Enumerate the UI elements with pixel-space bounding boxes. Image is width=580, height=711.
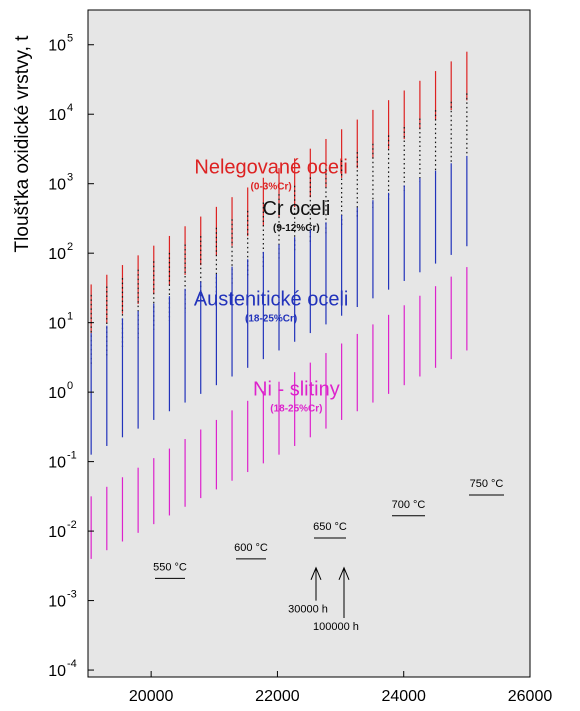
series-layer: Nelegované oceli (0-3%Cr) Cr oceli (9-12%Cr… (90, 51, 468, 559)
x-tick: 20000 (129, 671, 174, 705)
y-tick: 10 4 (48, 102, 94, 124)
arrow-head (310, 566, 322, 581)
y-tick: 10 -1 (48, 450, 94, 472)
x-tick: 22000 (255, 671, 300, 705)
y-tick: 10 5 (48, 33, 94, 55)
y-tick: 10 3 (48, 172, 94, 194)
temp-marker: 750 °C (469, 478, 504, 496)
y-tick: 10 -2 (48, 519, 94, 541)
temp-marker-label: 700 °C (392, 499, 426, 511)
arrow-head (338, 566, 350, 581)
temp-marker: 700 °C (392, 499, 426, 517)
temp-marker: 650 °C (313, 521, 347, 539)
series-0: Nelegované oceli (0-3%Cr) (90, 51, 468, 334)
y-tick-label: 10 (48, 107, 66, 124)
series-sublabel: (0-3%Cr) (251, 181, 292, 192)
y-tick-label: 10 (48, 246, 66, 263)
series-sublabel: (9-12%Cr) (273, 223, 320, 234)
y-tick-label: 10 (48, 385, 66, 402)
series-sublabel: (18-25%Cr) (245, 313, 297, 324)
temp-marker-label: 750 °C (470, 478, 504, 490)
duration-annotation: 100000 h (313, 566, 359, 633)
y-tick-label: 10 (48, 38, 66, 55)
series-3: Ni - slitiny (18-25%Cr) (90, 267, 468, 559)
y-tick: 10 2 (48, 241, 94, 263)
y-tick-exponent: 2 (67, 241, 73, 253)
y-axis-label: Tloušťka oxidické vrstvy, t (12, 35, 33, 253)
plot-area (87, 9, 531, 678)
x-tick-label: 26000 (508, 688, 553, 705)
y-tick-exponent: -4 (67, 658, 77, 670)
x-tick-label: 24000 (381, 688, 426, 705)
series-label: Cr oceli (262, 198, 330, 220)
x-tick: 26000 (508, 671, 553, 705)
y-tick-label: 10 (48, 316, 66, 333)
y-tick-exponent: 1 (67, 311, 73, 323)
y-tick: 10 -3 (48, 589, 94, 611)
annotation-label: 100000 h (313, 621, 359, 633)
y-tick-label: 10 (48, 455, 66, 472)
annotation-label: 30000 h (288, 604, 328, 616)
series-label: Ni - slitiny (253, 379, 340, 401)
series-label: Nelegované oceli (194, 156, 347, 178)
y-tick-exponent: -2 (67, 519, 77, 531)
temp-marker-label: 650 °C (313, 521, 347, 533)
temp-marker: 550 °C (153, 561, 187, 579)
y-tick: 10 0 (48, 380, 94, 402)
y-tick: 10 -4 (48, 658, 94, 680)
y-tick-exponent: -3 (67, 589, 77, 601)
y-tick-label: 10 (48, 594, 66, 611)
temp-marker-label: 600 °C (234, 542, 268, 554)
temperature-markers: 550 °C 600 °C 650 °C 700 °C 750 °C 30000 h 100… (153, 478, 504, 633)
series-2: Austenitické oceli (18-25%Cr) (90, 155, 468, 455)
y-tick-exponent: 5 (67, 33, 73, 45)
x-tick-label: 20000 (129, 688, 174, 705)
x-tick: 24000 (381, 671, 426, 705)
y-tick: 10 1 (48, 311, 94, 333)
y-tick-label: 10 (48, 663, 66, 680)
y-tick-label: 10 (48, 524, 66, 541)
y-tick-exponent: 0 (67, 380, 73, 392)
series-label: Austenitické oceli (194, 288, 349, 310)
duration-annotation: 30000 h (288, 566, 328, 616)
series-sublabel: (18-25%Cr) (270, 404, 322, 415)
temp-marker: 600 °C (234, 542, 268, 560)
y-tick-exponent: -1 (67, 450, 77, 462)
y-tick-exponent: 4 (67, 102, 73, 114)
temp-marker-label: 550 °C (153, 561, 187, 573)
x-tick-label: 22000 (255, 688, 300, 705)
y-tick-label: 10 (48, 177, 66, 194)
y-tick-exponent: 3 (67, 172, 73, 184)
